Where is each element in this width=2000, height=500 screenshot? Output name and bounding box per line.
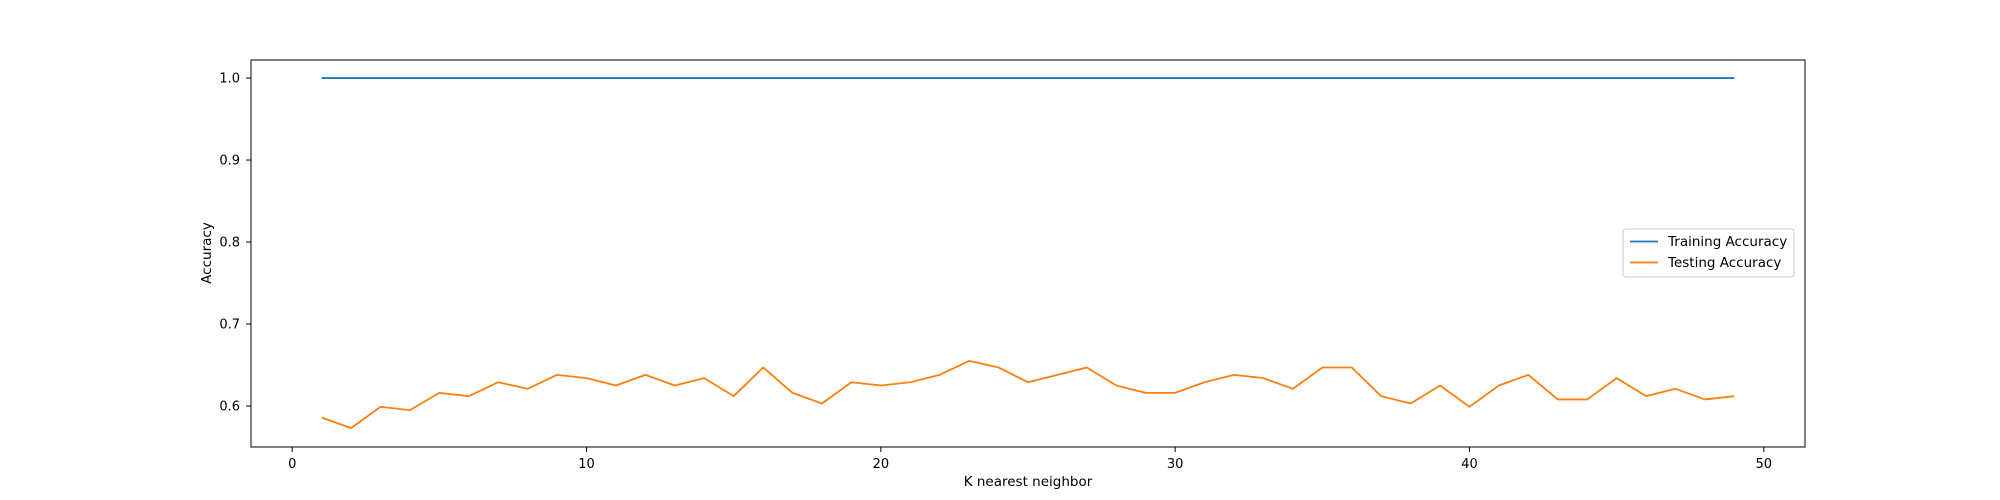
- x-axis-label: K nearest neighbor: [964, 474, 1093, 490]
- plot-area: [321, 77, 1735, 430]
- x-tick-label-4: 40: [1461, 457, 1478, 472]
- legend-label-1: Testing Accuracy: [1667, 255, 1781, 271]
- x-tick-label-0: 0: [288, 457, 296, 472]
- axes: 0 10 20 30 40 50 0.6 0.7 0.8 0.9 1.0: [219, 59, 1806, 472]
- legend-label-0: Training Accuracy: [1667, 234, 1787, 250]
- axes-frame: [250, 59, 1806, 448]
- y-tick-label-0: 0.6: [219, 400, 240, 415]
- y-tick-label-1: 0.7: [219, 318, 240, 333]
- y-axis-label: Accuracy: [199, 222, 215, 284]
- x-tick-label-5: 50: [1756, 457, 1773, 472]
- y-tick-label-3: 0.9: [219, 154, 240, 169]
- x-tick-label-1: 10: [578, 457, 595, 472]
- legend-box: [1622, 228, 1795, 278]
- x-tick-label-3: 30: [1167, 457, 1184, 472]
- y-tick-label-2: 0.8: [219, 236, 240, 251]
- series-line-1: [321, 360, 1735, 430]
- x-tick-label-2: 20: [873, 457, 890, 472]
- y-tick-label-4: 1.0: [219, 72, 240, 87]
- legend: Training Accuracy Testing Accuracy: [1622, 228, 1795, 278]
